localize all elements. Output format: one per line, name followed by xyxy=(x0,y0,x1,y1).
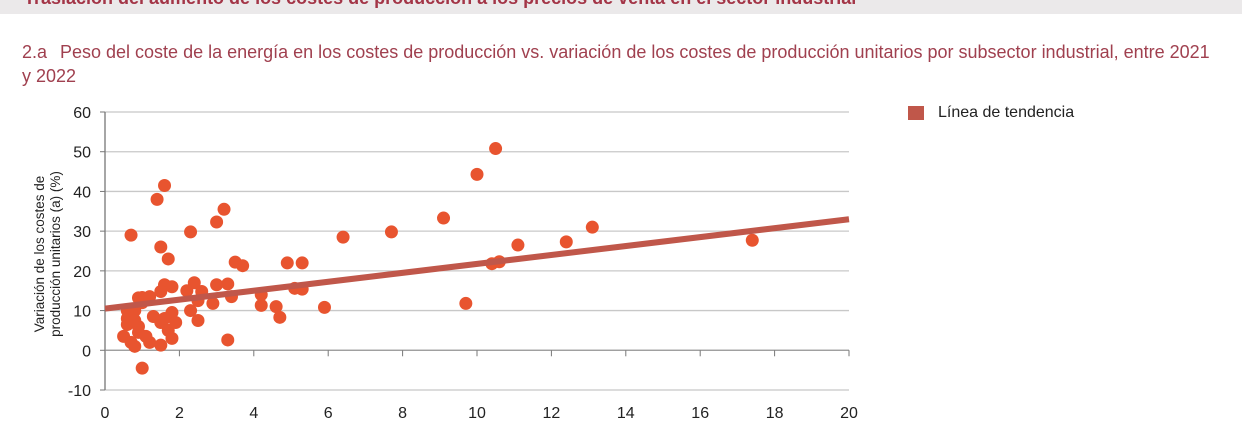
data-point xyxy=(128,314,142,327)
data-point xyxy=(236,259,250,273)
data-point xyxy=(169,315,183,329)
data-point xyxy=(154,240,168,254)
legend-swatch-trend xyxy=(908,106,924,120)
data-point xyxy=(154,285,168,299)
data-point xyxy=(161,252,175,266)
x-tick-label: 14 xyxy=(617,405,635,422)
data-point xyxy=(124,228,138,242)
data-point xyxy=(280,256,294,270)
chart-number: 2.a xyxy=(22,42,48,62)
data-point xyxy=(128,339,142,353)
y-tick-label: 60 xyxy=(73,105,91,122)
data-point xyxy=(135,361,149,375)
y-tick-label: 40 xyxy=(73,184,91,201)
trend-line xyxy=(104,216,850,312)
data-point xyxy=(336,230,350,244)
x-tick-label: 8 xyxy=(398,405,407,422)
data-point xyxy=(317,300,331,314)
data-point xyxy=(150,192,164,206)
y-tick-label: 0 xyxy=(82,343,91,360)
data-point xyxy=(210,215,224,229)
data-point xyxy=(221,277,235,291)
section-header: Traslación del aumento de los costes de … xyxy=(0,0,1242,14)
data-point xyxy=(165,331,179,345)
y-tick-label: 30 xyxy=(73,224,91,241)
y-tick-label: 50 xyxy=(73,145,91,162)
x-tick-label: 12 xyxy=(543,405,561,422)
data-point xyxy=(269,300,283,314)
data-point xyxy=(459,296,473,310)
data-point xyxy=(191,314,205,327)
data-point xyxy=(745,233,759,247)
data-point xyxy=(158,312,172,326)
x-tick-label: 6 xyxy=(324,405,333,422)
data-point xyxy=(254,298,268,312)
data-point xyxy=(585,220,599,234)
chart-title-text: Peso del coste de la energía en los cost… xyxy=(22,42,1210,86)
data-point xyxy=(180,284,194,298)
x-tick-label: 2 xyxy=(175,405,184,422)
y-tick-label: -10 xyxy=(68,383,91,400)
data-point xyxy=(559,235,573,249)
x-tick-label: 4 xyxy=(249,405,258,422)
data-point xyxy=(154,338,168,352)
x-tick-label: 0 xyxy=(101,405,110,422)
x-tick-label: 18 xyxy=(766,405,784,422)
x-tick-label: 16 xyxy=(691,405,709,422)
data-point xyxy=(437,211,451,225)
legend: Línea de tendencia xyxy=(908,104,1074,122)
data-point xyxy=(470,167,484,181)
data-point xyxy=(273,310,287,324)
data-point xyxy=(139,329,153,343)
section-title: Traslación del aumento de los costes de … xyxy=(24,0,856,9)
data-point xyxy=(217,202,231,216)
y-tick-label: 10 xyxy=(73,304,91,321)
data-point xyxy=(184,304,198,318)
data-point xyxy=(206,296,220,310)
x-tick-label: 20 xyxy=(840,405,858,422)
data-point xyxy=(384,225,398,239)
y-tick-label: 20 xyxy=(73,264,91,281)
data-point xyxy=(511,238,525,252)
data-point xyxy=(221,333,235,347)
chart-title: 2.a Peso del coste de la energía en los c… xyxy=(22,40,1222,88)
data-point xyxy=(210,278,224,292)
data-point xyxy=(295,256,309,270)
x-tick-label: 10 xyxy=(468,405,486,422)
data-point xyxy=(489,142,503,156)
legend-label-trend: Línea de tendencia xyxy=(938,104,1075,121)
data-point xyxy=(158,178,172,192)
data-point xyxy=(184,225,198,239)
